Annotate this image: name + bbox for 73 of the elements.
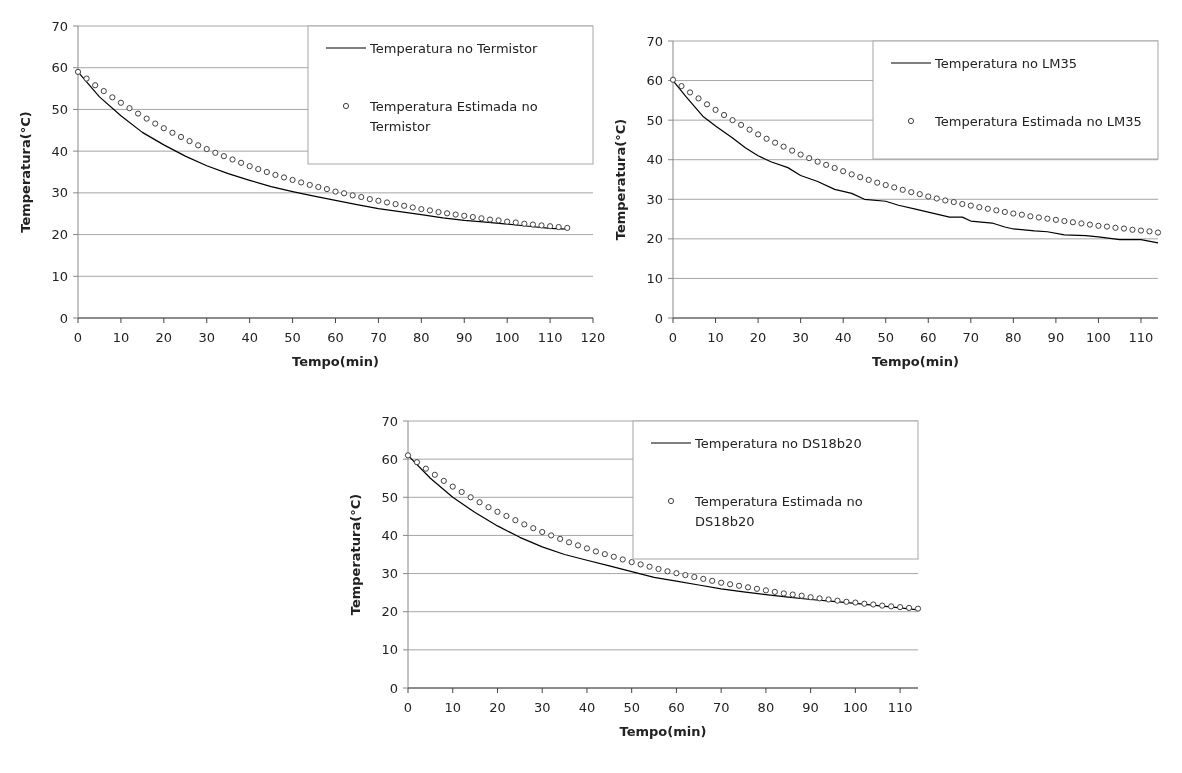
y-tick-label: 0 bbox=[59, 310, 68, 326]
y-tick-label: 10 bbox=[51, 268, 68, 284]
x-tick-label: 50 bbox=[284, 330, 301, 345]
x-tick-label: 90 bbox=[455, 330, 473, 345]
x-tick-label: 90 bbox=[802, 700, 819, 715]
x-tick-label: 40 bbox=[834, 330, 852, 345]
y-tick-label: 20 bbox=[646, 231, 663, 247]
x-tick-label: 120 bbox=[580, 330, 606, 345]
y-tick-label: 70 bbox=[646, 33, 663, 49]
y-tick-label: 10 bbox=[381, 642, 398, 658]
x-tick-label: 50 bbox=[877, 330, 894, 345]
y-tick-label: 20 bbox=[381, 604, 398, 620]
legend-label: Temperatura Estimada no DS18b20 bbox=[694, 493, 863, 529]
x-tick-label: 60 bbox=[919, 330, 937, 345]
x-tick-label: 10 bbox=[444, 700, 462, 715]
x-tick-label: 110 bbox=[537, 330, 563, 345]
legend-label: Temperatura Estimada no Termistor bbox=[369, 98, 538, 134]
x-tick-label: 10 bbox=[707, 330, 724, 345]
legend-label: Temperatura no Termistor bbox=[369, 40, 538, 56]
x-tick-label: 70 bbox=[712, 700, 730, 715]
y-axis-title: Temperatura(°C) bbox=[613, 118, 628, 241]
y-tick-label: 30 bbox=[51, 185, 68, 201]
x-axis-title: Tempo(min) bbox=[619, 724, 707, 739]
x-tick-label: 0 bbox=[73, 330, 83, 345]
x-tick-label: 40 bbox=[241, 330, 258, 345]
x-tick-label: 50 bbox=[623, 700, 640, 715]
x-tick-label: 100 bbox=[842, 700, 868, 715]
x-tick-label: 30 bbox=[533, 700, 551, 715]
y-tick-label: 60 bbox=[381, 451, 398, 467]
x-tick-label: 20 bbox=[155, 330, 173, 345]
y-tick-label: 50 bbox=[381, 489, 398, 505]
y-tick-label: 30 bbox=[381, 566, 398, 582]
x-tick-label: 80 bbox=[1005, 330, 1022, 345]
x-tick-label: 20 bbox=[749, 330, 767, 345]
x-tick-label: 10 bbox=[112, 330, 130, 345]
y-tick-label: 40 bbox=[381, 527, 398, 543]
y-tick-label: 10 bbox=[646, 270, 663, 286]
y-tick-label: 50 bbox=[646, 112, 663, 128]
legend-label: Temperatura Estimada no LM35 bbox=[934, 113, 1142, 129]
y-tick-label: 70 bbox=[51, 18, 68, 34]
x-tick-label: 70 bbox=[370, 330, 387, 345]
x-tick-label: 90 bbox=[1047, 330, 1065, 345]
x-tick-label: 60 bbox=[668, 700, 685, 715]
x-tick-label: 70 bbox=[962, 330, 980, 345]
x-tick-label: 80 bbox=[757, 700, 775, 715]
x-axis-title: Tempo(min) bbox=[292, 354, 379, 369]
y-axis-title: Temperatura(°C) bbox=[18, 111, 33, 233]
y-tick-label: 60 bbox=[646, 73, 663, 89]
y-tick-label: 30 bbox=[646, 191, 663, 207]
x-tick-label: 80 bbox=[413, 330, 430, 345]
legend-label: Temperatura no LM35 bbox=[934, 55, 1078, 71]
legend-label: Temperatura no DS18b20 bbox=[694, 435, 862, 451]
x-tick-label: 60 bbox=[327, 330, 344, 345]
y-axis-title: Temperatura(°C) bbox=[348, 493, 363, 616]
y-tick-label: 20 bbox=[51, 227, 68, 243]
y-tick-label: 70 bbox=[381, 413, 398, 429]
x-tick-label: 0 bbox=[668, 330, 678, 345]
x-axis-title: Tempo(min) bbox=[872, 354, 959, 369]
x-tick-label: 30 bbox=[198, 330, 216, 345]
y-tick-label: 50 bbox=[51, 101, 68, 117]
y-tick-label: 60 bbox=[51, 60, 68, 76]
x-tick-label: 110 bbox=[887, 700, 913, 715]
x-tick-label: 100 bbox=[494, 330, 520, 345]
x-tick-label: 100 bbox=[1086, 330, 1111, 345]
x-tick-label: 0 bbox=[403, 700, 413, 715]
y-tick-label: 0 bbox=[389, 680, 398, 696]
x-tick-label: 40 bbox=[578, 700, 596, 715]
y-tick-label: 40 bbox=[646, 152, 663, 168]
x-tick-label: 30 bbox=[792, 330, 809, 345]
x-tick-label: 110 bbox=[1128, 330, 1154, 345]
x-tick-label: 20 bbox=[489, 700, 506, 715]
y-tick-label: 40 bbox=[51, 143, 68, 159]
y-tick-label: 0 bbox=[654, 310, 663, 326]
